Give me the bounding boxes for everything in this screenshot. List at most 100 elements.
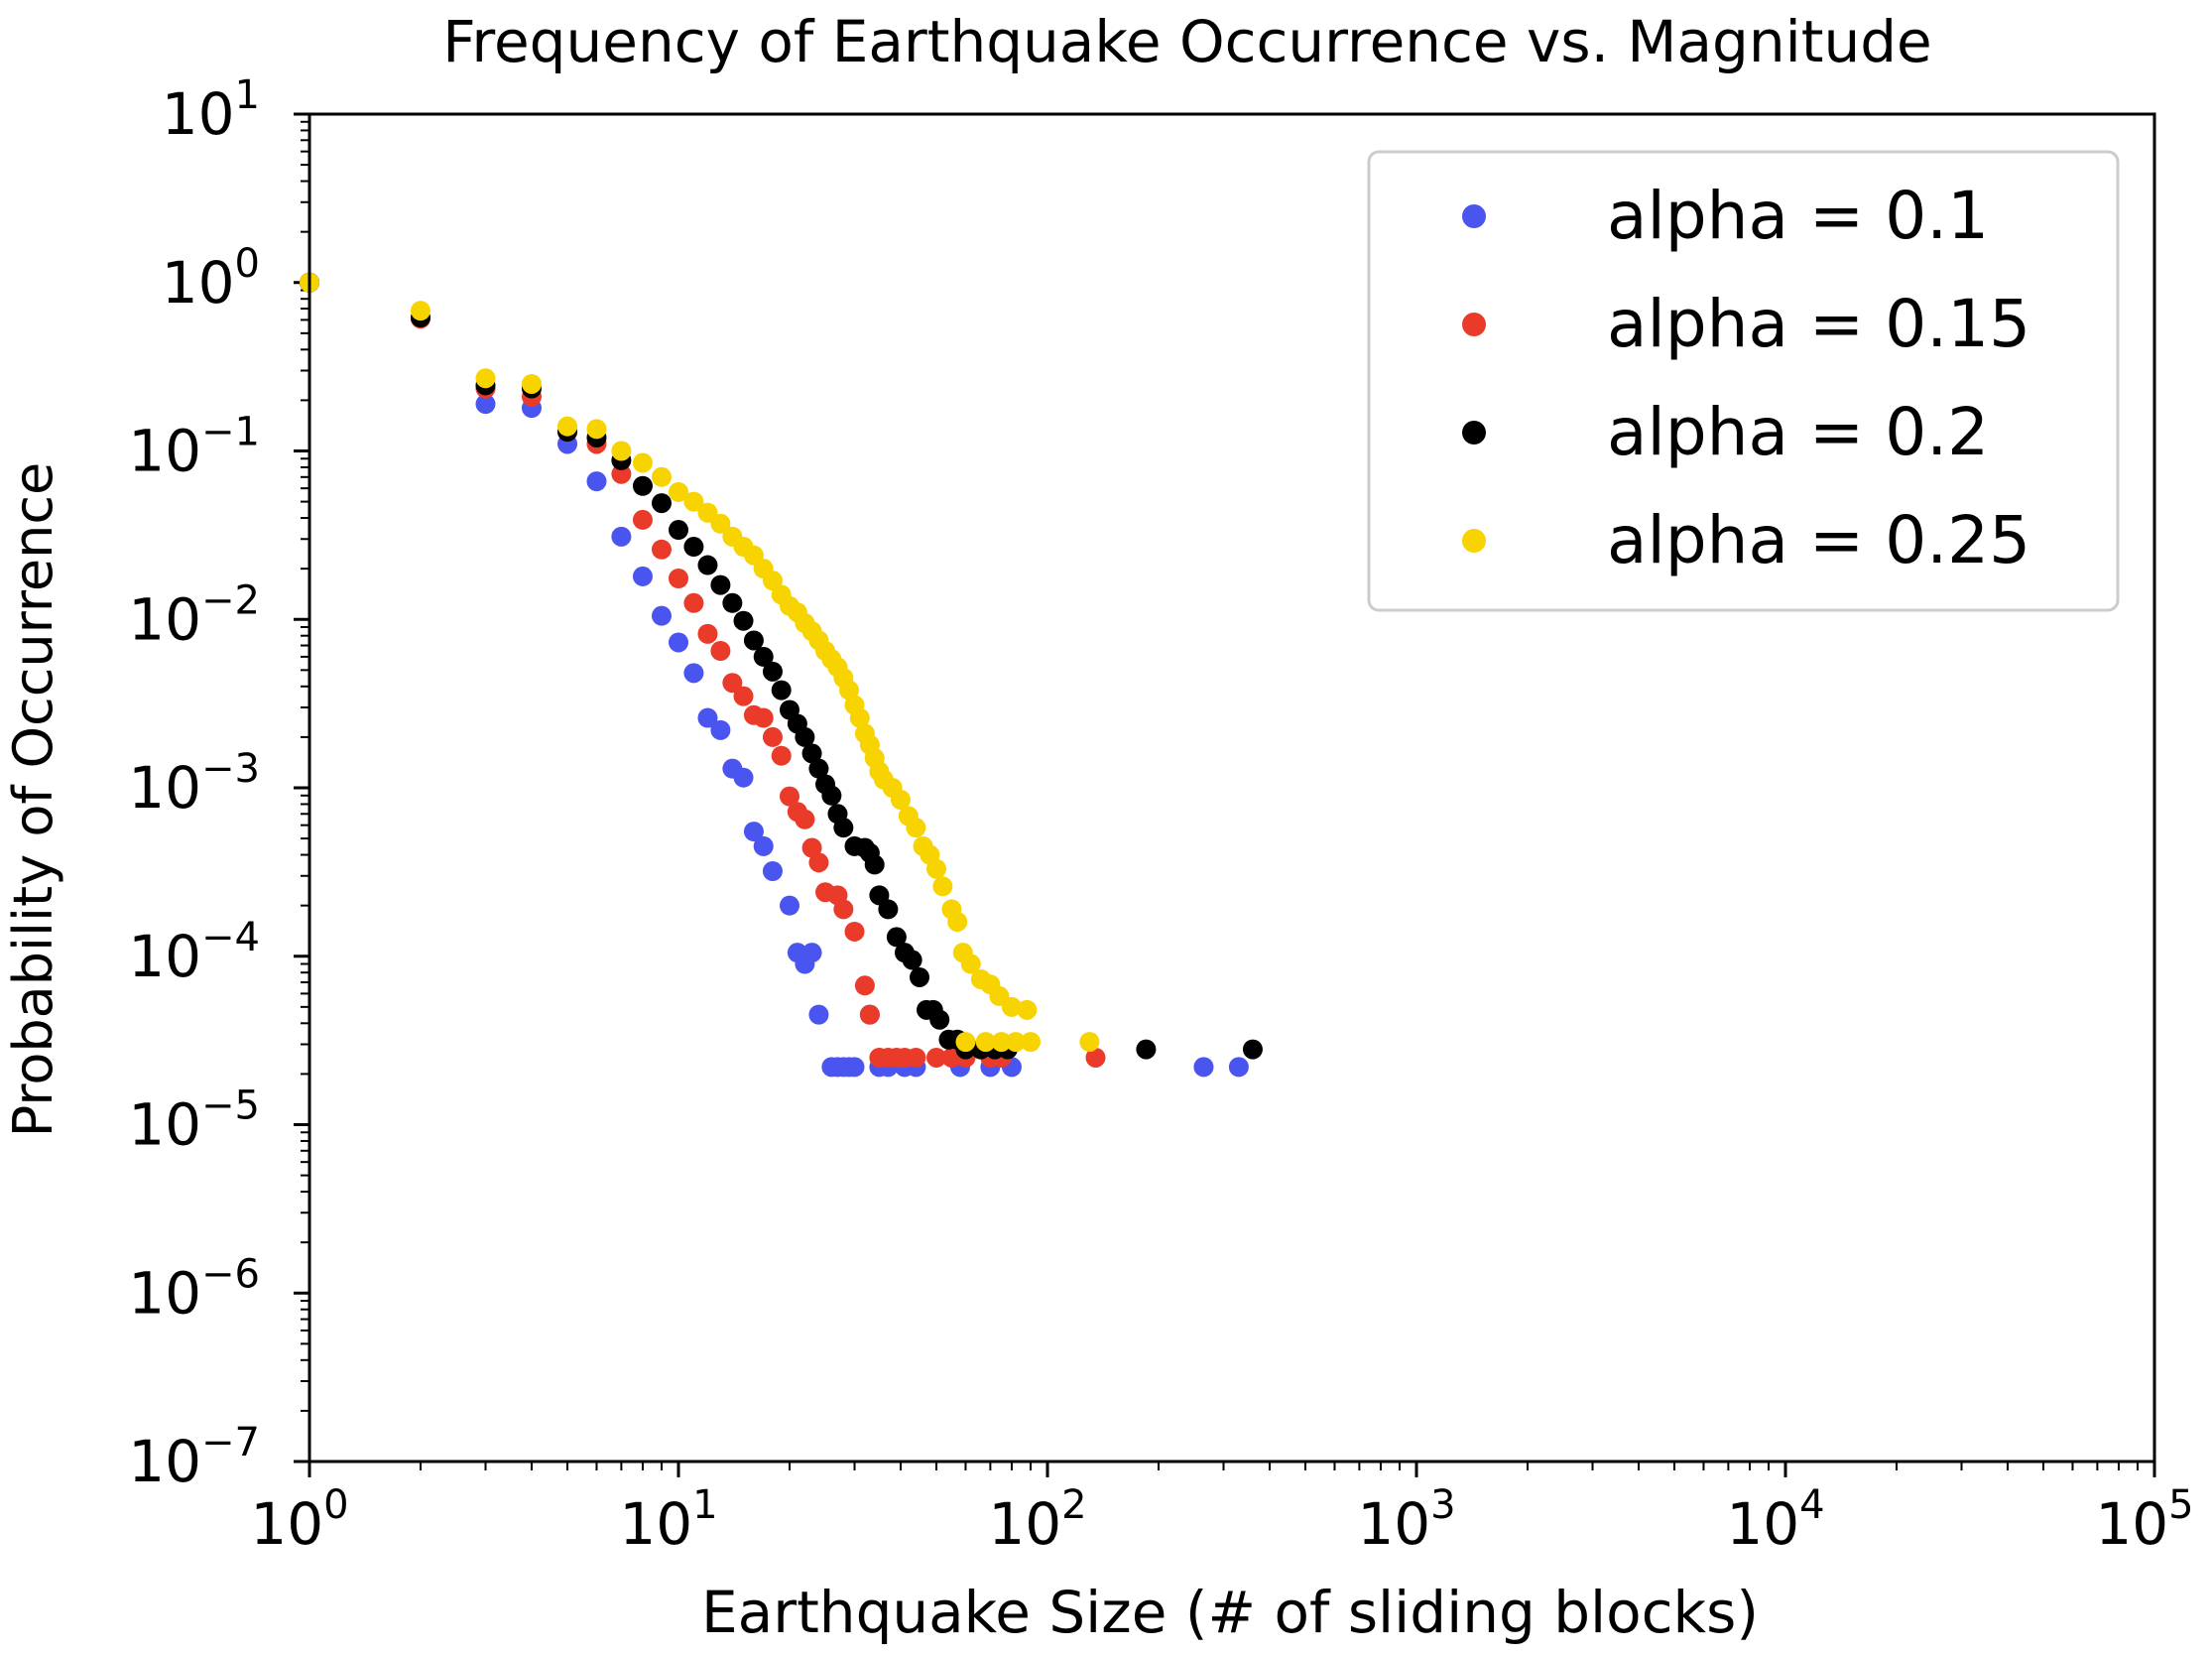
- x-tick-label: 104: [1726, 1482, 1824, 1558]
- data-point: [975, 1032, 996, 1053]
- data-point: [683, 537, 704, 558]
- data-point: [1001, 996, 1022, 1017]
- data-point: [697, 707, 718, 728]
- x-tick-label: 100: [250, 1482, 348, 1558]
- data-point: [844, 921, 865, 942]
- data-point: [586, 419, 607, 440]
- data-point: [833, 899, 854, 920]
- data-point: [854, 975, 875, 996]
- data-point: [762, 661, 783, 682]
- data-point: [1085, 1047, 1106, 1068]
- data-point: [669, 568, 688, 588]
- y-tick-label: 100: [162, 241, 260, 317]
- data-point: [1242, 1039, 1263, 1060]
- data-point: [475, 394, 496, 415]
- data-point: [632, 475, 653, 496]
- data-point: [762, 571, 783, 591]
- data-point: [710, 574, 731, 595]
- data-point: [632, 566, 653, 586]
- major-ticks: [294, 112, 2156, 1477]
- data-point: [859, 1004, 880, 1025]
- data-point: [683, 592, 704, 613]
- data-point: [611, 526, 632, 547]
- data-point: [683, 491, 704, 512]
- data-point: [909, 966, 929, 987]
- data-point: [753, 707, 774, 728]
- data-point: [753, 646, 774, 667]
- x-tick-label: 101: [619, 1482, 717, 1558]
- data-point: [697, 555, 718, 575]
- y-tick-label: 10−1: [128, 410, 260, 485]
- data-point: [733, 610, 754, 631]
- data-point: [651, 605, 672, 626]
- x-tick-label: 103: [1357, 1482, 1455, 1558]
- data-point: [890, 789, 911, 810]
- data-point: [808, 852, 829, 873]
- data-point: [833, 818, 854, 838]
- series-3: [300, 272, 1100, 1053]
- plot-frame: [307, 112, 2156, 1463]
- data-point: [839, 680, 860, 700]
- data-point: [697, 623, 718, 644]
- data-point: [808, 758, 829, 779]
- data-point: [795, 809, 815, 829]
- data-point: [1079, 1032, 1100, 1053]
- data-point: [1005, 1032, 1026, 1053]
- x-tick-label: 102: [988, 1482, 1086, 1558]
- y-tick-label: 10−6: [128, 1251, 260, 1327]
- y-tick-label: 10−5: [128, 1083, 260, 1159]
- data-point: [779, 895, 799, 916]
- y-tick-label: 10−3: [128, 746, 260, 822]
- data-point: [779, 786, 799, 807]
- y-tick-label: 10−4: [128, 915, 260, 990]
- data-point: [611, 441, 632, 461]
- data-point: [801, 943, 822, 963]
- data-point: [878, 899, 899, 920]
- legend-marker: [1462, 313, 1486, 336]
- y-tick-label: 10−2: [128, 577, 260, 653]
- data-point: [1193, 1057, 1214, 1078]
- data-point: [849, 707, 870, 728]
- legend-marker: [1462, 529, 1486, 553]
- data-point: [586, 471, 607, 492]
- data-point: [669, 632, 688, 653]
- data-point: [955, 1032, 976, 1053]
- data-point: [801, 743, 822, 764]
- data-point: [743, 630, 764, 651]
- data-point: [743, 822, 764, 842]
- data-point: [906, 1047, 926, 1068]
- legend-label: alpha = 0.15: [1607, 286, 2030, 362]
- data-point: [762, 726, 783, 747]
- legend-marker: [1462, 204, 1486, 228]
- data-point: [886, 927, 907, 948]
- data-point: [844, 1057, 865, 1078]
- chart-title: Frequency of Earthquake Occurrence vs. M…: [442, 8, 1931, 75]
- data-point: [991, 1032, 1012, 1053]
- data-point: [906, 818, 926, 838]
- data-point: [771, 680, 792, 700]
- data-point: [864, 854, 885, 875]
- data-point: [733, 686, 754, 706]
- data-point: [960, 954, 981, 974]
- data-point: [733, 767, 754, 788]
- data-point: [821, 785, 842, 806]
- data-point: [795, 726, 815, 747]
- data-point: [808, 1004, 829, 1025]
- data-point: [722, 592, 743, 613]
- data-point: [410, 301, 430, 321]
- data-point: [557, 416, 578, 437]
- data-point: [521, 373, 542, 394]
- data-point: [947, 912, 968, 933]
- data-point: [1017, 999, 1038, 1020]
- data-point: [929, 1009, 950, 1030]
- data-point: [632, 509, 653, 530]
- legend-frame: [1367, 150, 2120, 612]
- data-point: [710, 513, 731, 534]
- legend-label: alpha = 0.25: [1607, 502, 2030, 578]
- x-tick-labels: 100 101 102 103 104 105: [250, 1482, 2193, 1558]
- data-point: [926, 1047, 947, 1068]
- data-point: [669, 520, 688, 541]
- legend-marker: [1462, 421, 1486, 445]
- plot-points: [300, 272, 1263, 1078]
